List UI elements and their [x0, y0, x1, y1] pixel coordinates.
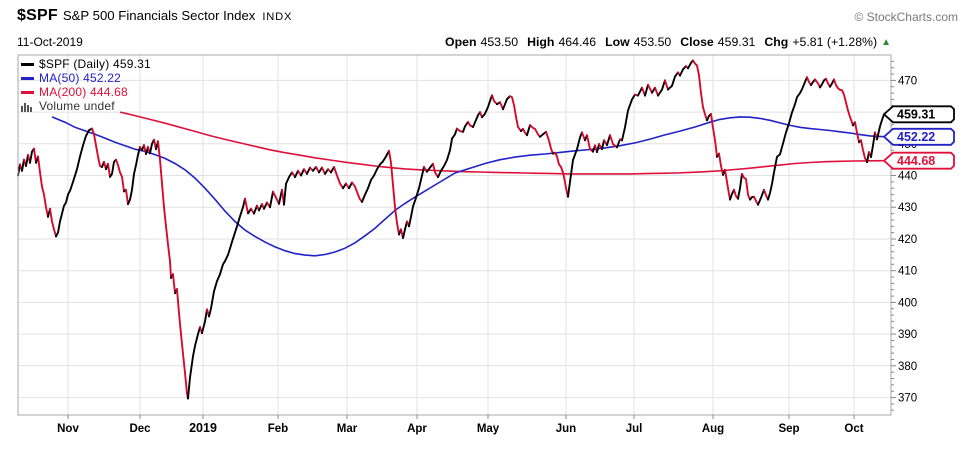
- high-value: 464.46: [558, 35, 597, 49]
- svg-text:470: 470: [898, 75, 917, 87]
- svg-text:Apr: Apr: [407, 423, 427, 435]
- close-label: Close: [680, 35, 714, 49]
- low-label: Low: [605, 35, 630, 49]
- svg-text:430: 430: [898, 202, 917, 214]
- title-bar: $SPF S&P 500 Financials Sector Index INDX: [17, 7, 292, 25]
- svg-text:May: May: [477, 423, 500, 435]
- legend-item-label: Volume undef: [39, 99, 115, 113]
- y-axis-labels: 370380390400410420430440450460470: [898, 75, 917, 404]
- svg-text:459.31: 459.31: [897, 108, 935, 122]
- chart-legend: $SPF (Daily) 459.31 MA(50) 452.22 MA(200) …: [21, 57, 151, 113]
- svg-text:452.22: 452.22: [897, 130, 935, 144]
- svg-text:Feb: Feb: [268, 423, 288, 435]
- chg-label: Chg: [764, 35, 789, 49]
- exchange-label: INDX: [262, 11, 293, 23]
- legend-line-swatch: [21, 62, 34, 66]
- svg-text:Mar: Mar: [337, 423, 358, 435]
- svg-text:440: 440: [898, 171, 917, 183]
- legend-item: MA(200) 444.68: [21, 85, 151, 99]
- low-value: 453.50: [633, 35, 672, 49]
- index-name: S&P 500 Financials Sector Index: [62, 8, 256, 23]
- svg-text:Aug: Aug: [702, 423, 724, 435]
- chg-value: +5.81 (+1.28%): [792, 35, 878, 49]
- plot-frame: [17, 54, 892, 416]
- volume-bars-icon: [21, 101, 34, 112]
- svg-text:Oct: Oct: [844, 423, 863, 435]
- price-tag-close: 459.31: [882, 105, 955, 124]
- change-up-icon: ▲: [881, 37, 891, 48]
- open-value: 453.50: [480, 35, 519, 49]
- svg-text:380: 380: [898, 361, 917, 373]
- quote-bar: Open 453.50 High 464.46 Low 453.50 Close 459.31…: [445, 35, 891, 49]
- open-label: Open: [445, 35, 477, 49]
- price-line: [17, 59, 885, 400]
- legend-item-label: $SPF (Daily) 459.31: [39, 57, 151, 71]
- legend-item: $SPF (Daily) 459.31: [21, 57, 151, 71]
- svg-text:Jul: Jul: [626, 423, 643, 435]
- svg-text:Sep: Sep: [778, 423, 799, 435]
- legend-item: MA(50) 452.22: [21, 71, 151, 85]
- close-value: 459.31: [717, 35, 756, 49]
- svg-text:420: 420: [898, 234, 917, 246]
- svg-text:2019: 2019: [189, 421, 217, 435]
- price-tag-ma50: 452.22: [882, 127, 955, 146]
- legend-item-label: MA(50) 452.22: [39, 71, 121, 85]
- svg-text:370: 370: [898, 393, 917, 405]
- chart-date: 11-Oct-2019: [17, 35, 83, 49]
- svg-text:Dec: Dec: [129, 423, 151, 435]
- ma200-line: [119, 111, 887, 175]
- legend-item: Volume undef: [21, 99, 151, 113]
- y-axis-ticks: [891, 60, 896, 411]
- svg-text:444.68: 444.68: [897, 154, 935, 168]
- gridlines: [18, 55, 891, 415]
- svg-text:400: 400: [898, 297, 917, 309]
- svg-text:410: 410: [898, 266, 917, 278]
- legend-line-swatch: [21, 90, 34, 94]
- high-label: High: [527, 35, 555, 49]
- price-tag-ma200: 444.68: [882, 151, 955, 170]
- svg-text:390: 390: [898, 329, 917, 341]
- svg-text:Jun: Jun: [556, 423, 576, 435]
- svg-text:Nov: Nov: [57, 423, 79, 435]
- ma50-line: [51, 116, 887, 257]
- legend-item-label: MA(200) 444.68: [39, 85, 128, 99]
- copyright-label: © StockCharts.com: [854, 10, 958, 24]
- x-axis-labels: Nov Dec 2019 Feb Mar Apr May Jun Jul Aug Sep Oct: [57, 415, 864, 435]
- ticker-symbol: $SPF: [17, 7, 58, 24]
- legend-line-swatch: [21, 76, 34, 80]
